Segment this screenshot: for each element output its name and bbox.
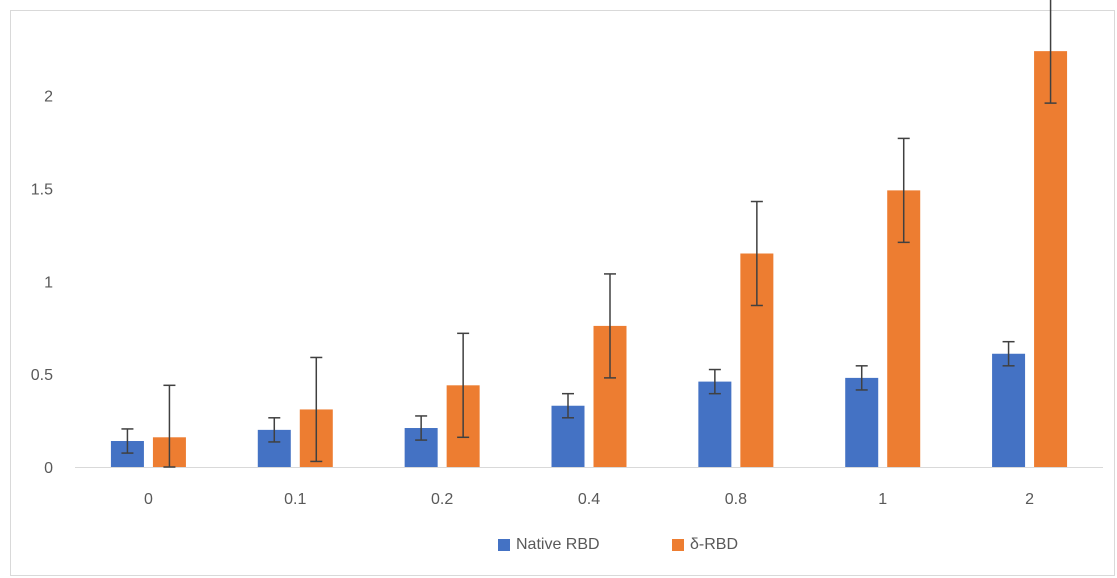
bar-native-rbd (698, 381, 732, 467)
legend-label-delta-rbd: δ-RBD (690, 536, 739, 553)
x-axis-tick-labels: 0 0.1 0.2 0.4 0.8 1 2 (144, 491, 1034, 508)
error-bar (604, 273, 616, 379)
error-bar (562, 392, 574, 419)
bars (110, 51, 1068, 467)
bar-delta-rbd (1034, 51, 1068, 467)
y-tick-label: 1 (44, 274, 53, 291)
y-axis-tick-labels: 0 0.5 1 1.5 2 (31, 89, 53, 477)
error-bar (1002, 340, 1015, 367)
y-tick-label: 0.5 (31, 367, 53, 384)
y-tick-label: 1.5 (31, 182, 53, 199)
legend-swatch-native-rbd (498, 539, 510, 551)
bar-native-rbd (992, 353, 1026, 467)
x-tick-label: 1 (878, 491, 887, 508)
chart-area (10, 10, 1115, 576)
error-bars (121, 0, 1057, 468)
error-bar (457, 332, 470, 439)
x-tick-label: 0.4 (578, 491, 600, 508)
error-bar (415, 415, 428, 441)
legend-label-native-rbd: Native RBD (516, 536, 600, 553)
x-tick-label: 0.8 (725, 491, 747, 508)
error-bar (163, 384, 176, 468)
bar-native-rbd (845, 377, 879, 467)
legend-item-native-rbd: Native RBD (498, 536, 600, 554)
y-tick-label: 2 (44, 89, 53, 106)
error-bar (897, 137, 910, 244)
legend-swatch-delta-rbd (672, 539, 684, 551)
x-tick-label: 2 (1025, 491, 1034, 508)
legend: Native RBD δ-RBD (0, 536, 1117, 560)
error-bar (121, 428, 134, 454)
error-bar (750, 200, 763, 307)
error-bar (268, 417, 281, 443)
x-tick-label: 0.1 (284, 491, 306, 508)
error-bar (855, 365, 868, 391)
error-bar (708, 368, 721, 395)
x-tick-label: 0 (144, 491, 153, 508)
error-bar (310, 356, 323, 463)
error-bar (1044, 0, 1057, 104)
x-tick-label: 0.2 (431, 491, 453, 508)
legend-item-delta-rbd: δ-RBD (672, 536, 738, 554)
y-tick-label: 0 (44, 460, 53, 477)
